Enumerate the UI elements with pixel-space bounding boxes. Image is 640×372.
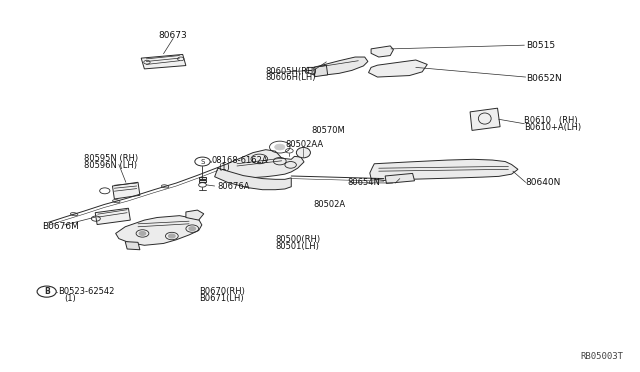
Polygon shape <box>369 60 428 77</box>
Polygon shape <box>198 177 206 179</box>
Text: B0515: B0515 <box>525 41 555 50</box>
Text: 80570M: 80570M <box>312 126 346 135</box>
Polygon shape <box>95 208 131 225</box>
Text: (1): (1) <box>218 163 230 172</box>
Circle shape <box>140 232 146 235</box>
Text: 80502AA: 80502AA <box>285 140 323 149</box>
Polygon shape <box>370 159 518 180</box>
Circle shape <box>275 144 285 150</box>
Text: 80501(LH): 80501(LH) <box>275 242 319 251</box>
Text: 80605H(RH): 80605H(RH) <box>266 67 317 76</box>
Polygon shape <box>385 173 415 183</box>
Text: B0610+A(LH): B0610+A(LH) <box>524 123 582 132</box>
Text: B0671(LH): B0671(LH) <box>198 294 243 303</box>
Text: B0676M: B0676M <box>42 222 79 231</box>
Text: S: S <box>200 158 205 164</box>
Polygon shape <box>199 180 205 182</box>
Text: (1): (1) <box>65 294 76 303</box>
Polygon shape <box>314 65 328 77</box>
Text: B0523-62542: B0523-62542 <box>58 287 115 296</box>
Text: 80596N (LH): 80596N (LH) <box>84 161 137 170</box>
Ellipse shape <box>70 212 78 216</box>
Text: B0670(RH): B0670(RH) <box>198 287 244 296</box>
Text: 80500(RH): 80500(RH) <box>275 235 321 244</box>
Ellipse shape <box>161 185 169 188</box>
Circle shape <box>189 227 195 231</box>
Text: B: B <box>44 287 49 296</box>
Text: 80640N: 80640N <box>525 178 561 187</box>
Polygon shape <box>141 54 186 69</box>
Ellipse shape <box>113 200 120 203</box>
Polygon shape <box>306 57 368 75</box>
Text: 80654N: 80654N <box>348 178 380 187</box>
Text: 80676A: 80676A <box>218 182 250 190</box>
Text: 80595N (RH): 80595N (RH) <box>84 154 138 163</box>
Text: 80606H(LH): 80606H(LH) <box>266 73 316 82</box>
Polygon shape <box>214 168 291 190</box>
Text: RB05003T: RB05003T <box>580 352 623 361</box>
Polygon shape <box>371 46 394 57</box>
Ellipse shape <box>296 147 310 158</box>
Text: 80502A: 80502A <box>314 200 346 209</box>
Circle shape <box>169 234 175 238</box>
Text: 08168-6162A: 08168-6162A <box>211 155 268 164</box>
Text: B0610   (RH): B0610 (RH) <box>524 116 578 125</box>
Polygon shape <box>470 108 500 131</box>
Polygon shape <box>125 241 140 250</box>
Polygon shape <box>116 216 202 245</box>
Polygon shape <box>186 210 204 220</box>
Polygon shape <box>113 182 140 199</box>
Text: B0652N: B0652N <box>525 74 561 83</box>
Polygon shape <box>218 150 304 178</box>
Text: 80673: 80673 <box>159 31 188 41</box>
